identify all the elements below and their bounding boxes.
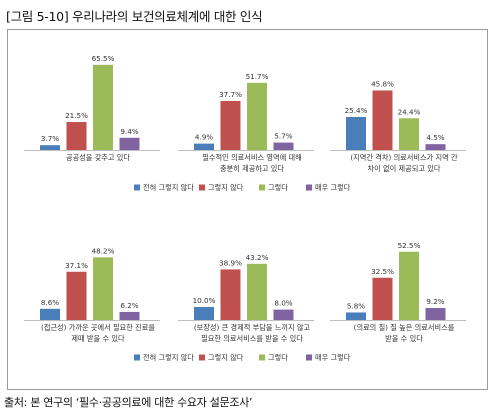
- bar: [93, 257, 113, 320]
- bar: [247, 82, 267, 150]
- data-label: 45.8%: [371, 79, 394, 88]
- data-label: 37.7%: [219, 90, 242, 99]
- bar: [425, 144, 446, 150]
- panel-caption: (보장성) 큰 경제적 부담을 느끼지 않고: [194, 323, 311, 332]
- data-label: 52.5%: [398, 241, 421, 250]
- data-label: 9.2%: [426, 297, 444, 306]
- bar: [425, 308, 446, 320]
- legend-swatch: [306, 184, 312, 191]
- bar: [273, 142, 294, 150]
- legend-swatch: [134, 184, 140, 191]
- data-label: 65.5%: [92, 54, 115, 63]
- bar: [40, 308, 60, 320]
- data-label: 4.5%: [426, 133, 444, 142]
- data-label: 8.0%: [274, 299, 292, 308]
- panel-caption: (의료의 질) 질 높은 의료서비스를: [354, 323, 455, 332]
- data-label: 24.4%: [398, 107, 421, 116]
- bar: [399, 251, 419, 320]
- legend-swatch: [199, 354, 205, 361]
- legend-label: 그렇지 않다: [208, 353, 244, 362]
- panel-caption: 받을 수 있다: [385, 334, 423, 343]
- data-label: 4.9%: [195, 133, 213, 142]
- legend-swatch: [259, 354, 265, 361]
- bar: [372, 90, 393, 150]
- panel-caption: 제때 받을 수 있다: [71, 334, 125, 343]
- legend-label: 그렇다: [268, 183, 288, 192]
- figure-title: [그림 5-10] 우리나라의 보건의료체계에 대한 인식: [6, 9, 263, 24]
- panel-caption: 필수적인 의료서비스 영역에 대해: [202, 153, 301, 162]
- legend-label: 매우 그렇다: [315, 353, 351, 362]
- legend-label: 그렇다: [268, 353, 288, 362]
- panel-caption: 필요한 의료서비스를 받을 수 있다: [201, 334, 303, 343]
- panel-caption: 차이 없이 제공되고 있다: [368, 164, 441, 173]
- panel-caption: (지역간 격차) 의료서비스가 지역 간: [350, 153, 458, 162]
- legend-label: 매우 그렇다: [315, 183, 351, 192]
- bar: [194, 307, 214, 320]
- bar: [119, 137, 140, 150]
- data-label: 5.8%: [347, 301, 365, 310]
- data-label: 5.7%: [274, 132, 292, 141]
- bar: [247, 263, 267, 320]
- data-label: 10.0%: [193, 296, 216, 305]
- bar: [220, 269, 241, 320]
- panel-caption: 충분히 제공하고 있다: [220, 164, 284, 173]
- bar: [346, 116, 366, 150]
- data-label: 37.1%: [65, 261, 88, 270]
- data-label: 3.7%: [41, 134, 59, 143]
- legend-swatch: [259, 184, 265, 191]
- data-label: 32.5%: [371, 267, 394, 276]
- legend-swatch: [199, 184, 205, 191]
- chart-frame: 3.7% 21.5% 65.5% 9.4% 공공성을 갖추고 있다 4.9% 37.7% 51…: [7, 29, 488, 390]
- legend-swatch: [134, 354, 140, 361]
- bar: [399, 118, 419, 150]
- legend-label: 전혀 그렇지 않다: [143, 353, 194, 362]
- legend-label: 전혀 그렇지 않다: [143, 183, 194, 192]
- data-label: 9.4%: [120, 127, 138, 136]
- panel-caption: 공공성을 갖추고 있다: [66, 153, 130, 162]
- bar: [93, 64, 113, 150]
- bar: [66, 271, 87, 320]
- chart-canvas: 3.7% 21.5% 65.5% 9.4% 공공성을 갖추고 있다 4.9% 37.7% 51…: [24, 54, 466, 362]
- legend-label: 그렇지 않다: [208, 183, 244, 192]
- data-label: 48.2%: [92, 246, 115, 255]
- data-label: 21.5%: [65, 111, 88, 120]
- bar: [119, 311, 140, 320]
- data-label: 38.9%: [219, 258, 242, 267]
- data-label: 51.7%: [246, 72, 269, 81]
- data-label: 8.6%: [41, 298, 59, 307]
- source-note: 출처: 본 연구의 ‘필수·공공의료에 대한 수요자 설문조사’: [4, 396, 253, 409]
- bar: [40, 145, 60, 150]
- bar: [372, 277, 393, 320]
- data-label: 25.4%: [345, 106, 368, 115]
- panel-caption: (접근성) 가까운 곳에서 필요한 진료를: [41, 323, 155, 332]
- bar: [66, 122, 87, 150]
- legend-swatch: [306, 354, 312, 361]
- bar: [346, 312, 366, 320]
- bar: [194, 143, 214, 150]
- data-label: 43.2%: [246, 253, 269, 262]
- bar: [220, 100, 241, 150]
- data-label: 6.2%: [120, 301, 138, 310]
- bar: [273, 309, 294, 320]
